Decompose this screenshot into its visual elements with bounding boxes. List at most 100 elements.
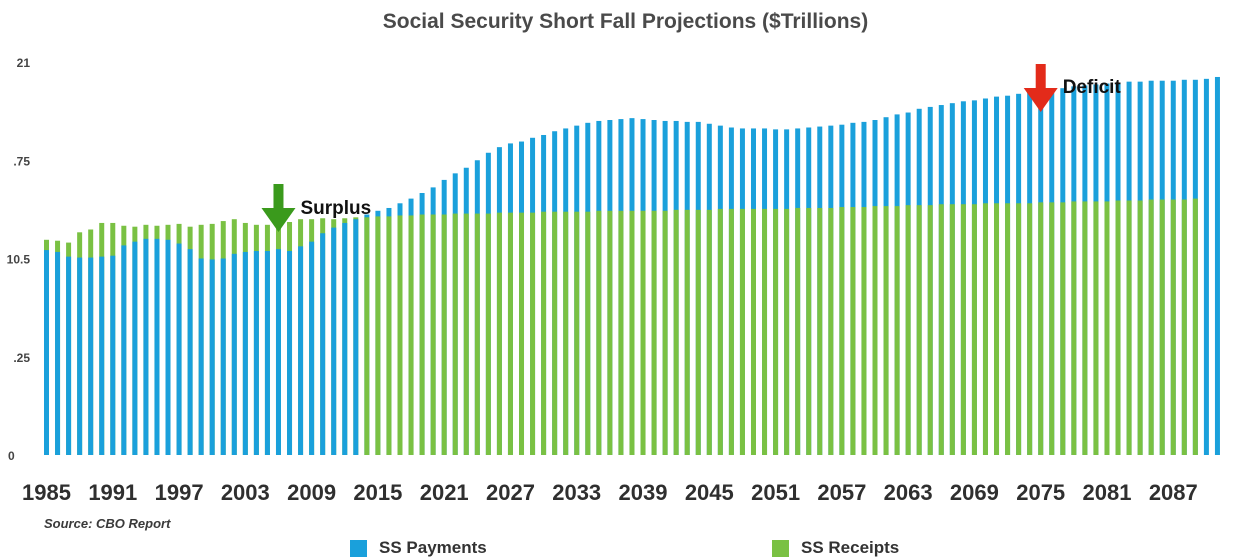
payment-bar-1997 bbox=[176, 243, 182, 455]
receipt-bar-2054 bbox=[806, 207, 812, 455]
receipt-bar-2080 bbox=[1093, 201, 1099, 455]
receipt-bar-2062 bbox=[894, 206, 900, 455]
receipt-bar-2016 bbox=[386, 216, 392, 455]
receipt-bar-2049 bbox=[750, 208, 756, 455]
payment-bar-2004 bbox=[253, 251, 259, 455]
payment-bar-2006 bbox=[275, 249, 281, 455]
legend-swatch-receipts bbox=[772, 539, 789, 557]
payment-bar-2011 bbox=[331, 227, 337, 455]
receipt-bar-2071 bbox=[994, 203, 1000, 455]
receipt-bar-2069 bbox=[971, 204, 977, 455]
receipt-bar-2085 bbox=[1148, 199, 1154, 455]
receipt-bar-2036 bbox=[607, 210, 613, 455]
payment-bar-2007 bbox=[287, 251, 293, 455]
payment-bar-1990 bbox=[99, 256, 105, 455]
receipt-bar-2084 bbox=[1137, 200, 1143, 455]
payment-bar-2005 bbox=[264, 251, 270, 455]
x-tick-label-2051: 2051 bbox=[751, 480, 800, 505]
receipt-bar-2024 bbox=[474, 213, 480, 455]
payment-bar-2003 bbox=[242, 251, 248, 455]
receipt-bar-2059 bbox=[861, 207, 867, 455]
x-tick-label-2057: 2057 bbox=[817, 480, 866, 505]
receipt-bar-2020 bbox=[430, 214, 436, 455]
x-tick-label-2069: 2069 bbox=[950, 480, 999, 505]
receipt-bar-2019 bbox=[419, 214, 425, 455]
payment-bar-2010 bbox=[320, 233, 326, 455]
receipt-bar-2063 bbox=[905, 205, 911, 455]
receipt-bar-2087 bbox=[1170, 199, 1176, 455]
receipt-bar-2057 bbox=[839, 207, 845, 455]
x-tick-label-1997: 1997 bbox=[155, 480, 204, 505]
payment-bar-2012 bbox=[342, 222, 348, 455]
x-tick-label-2015: 2015 bbox=[353, 480, 402, 505]
payment-bar-1995 bbox=[154, 238, 160, 455]
receipt-bar-2048 bbox=[739, 208, 745, 455]
receipt-bar-2047 bbox=[728, 208, 734, 455]
payment-bar-2001 bbox=[220, 258, 226, 455]
payment-bar-2009 bbox=[309, 241, 315, 455]
receipt-bar-2027 bbox=[507, 212, 513, 455]
x-tick-label-2027: 2027 bbox=[486, 480, 535, 505]
receipt-bar-2055 bbox=[817, 207, 823, 455]
receipt-bar-2030 bbox=[541, 211, 547, 455]
payment-bar-1992 bbox=[121, 245, 127, 455]
receipt-bar-2061 bbox=[883, 206, 889, 455]
receipt-bar-2026 bbox=[496, 212, 502, 455]
receipt-bar-2015 bbox=[375, 216, 381, 455]
payment-bar-1988 bbox=[77, 257, 83, 455]
receipt-bar-2028 bbox=[519, 212, 525, 455]
receipt-bar-2074 bbox=[1027, 203, 1033, 455]
legend-label-payments: SS Payments bbox=[379, 538, 487, 557]
chart-title: Social Security Short Fall Projections (… bbox=[382, 10, 869, 33]
receipt-bar-2082 bbox=[1115, 200, 1121, 455]
y-tick-label-2: .75 bbox=[13, 154, 30, 168]
x-tick-label-2063: 2063 bbox=[884, 480, 933, 505]
payment-bar-1994 bbox=[143, 238, 149, 455]
receipt-bar-2068 bbox=[960, 204, 966, 455]
payment-bar-1987 bbox=[66, 256, 72, 455]
receipt-bar-2056 bbox=[828, 207, 834, 455]
x-tick-label-2087: 2087 bbox=[1149, 480, 1198, 505]
receipt-bar-2064 bbox=[916, 205, 922, 455]
receipt-bar-2017 bbox=[397, 215, 403, 455]
payment-bar-2091 bbox=[1214, 76, 1220, 455]
receipt-bar-2075 bbox=[1038, 202, 1044, 455]
receipt-bar-2025 bbox=[485, 213, 491, 455]
x-tick-label-2039: 2039 bbox=[619, 480, 668, 505]
x-tick-label-2045: 2045 bbox=[685, 480, 734, 505]
y-tick-zero: 0 bbox=[8, 449, 15, 463]
receipt-bar-2045 bbox=[706, 209, 712, 455]
receipt-bar-2077 bbox=[1060, 202, 1066, 455]
legend-swatch-payments bbox=[350, 539, 367, 557]
receipt-bar-2031 bbox=[552, 211, 558, 455]
payment-bar-2008 bbox=[298, 246, 304, 455]
payment-bar-2000 bbox=[209, 259, 215, 455]
receipt-bar-2072 bbox=[1005, 203, 1011, 455]
annotation-label-1: Deficit bbox=[1063, 77, 1122, 98]
payment-bar-1993 bbox=[132, 241, 138, 455]
annotation-arrow-1 bbox=[1023, 64, 1058, 112]
receipt-bar-2021 bbox=[441, 214, 447, 455]
x-tick-label-2033: 2033 bbox=[552, 480, 601, 505]
x-tick-label-2009: 2009 bbox=[287, 480, 336, 505]
receipt-bar-2046 bbox=[717, 208, 723, 455]
receipt-bar-2044 bbox=[695, 209, 701, 455]
receipt-bar-2022 bbox=[452, 213, 458, 455]
receipt-bar-2018 bbox=[408, 215, 414, 455]
legend-label-receipts: SS Receipts bbox=[801, 538, 900, 557]
payment-bar-2090 bbox=[1203, 78, 1209, 455]
receipt-bar-2050 bbox=[762, 208, 768, 455]
payment-bar-1998 bbox=[187, 249, 193, 455]
receipt-bar-2058 bbox=[850, 207, 856, 455]
annotation-arrow-0 bbox=[261, 184, 296, 232]
receipt-bar-2051 bbox=[773, 208, 779, 455]
payment-bar-2002 bbox=[231, 253, 237, 455]
receipt-bar-2065 bbox=[927, 205, 933, 455]
receipt-bar-2040 bbox=[651, 210, 657, 455]
x-tick-label-2075: 2075 bbox=[1016, 480, 1065, 505]
receipt-bar-2083 bbox=[1126, 200, 1132, 455]
source-note: Source: CBO Report bbox=[44, 516, 171, 531]
receipt-bar-2060 bbox=[872, 206, 878, 455]
y-tick-label-3: 21 bbox=[17, 56, 31, 70]
legend-item-receipts: SS Receipts bbox=[772, 538, 899, 558]
